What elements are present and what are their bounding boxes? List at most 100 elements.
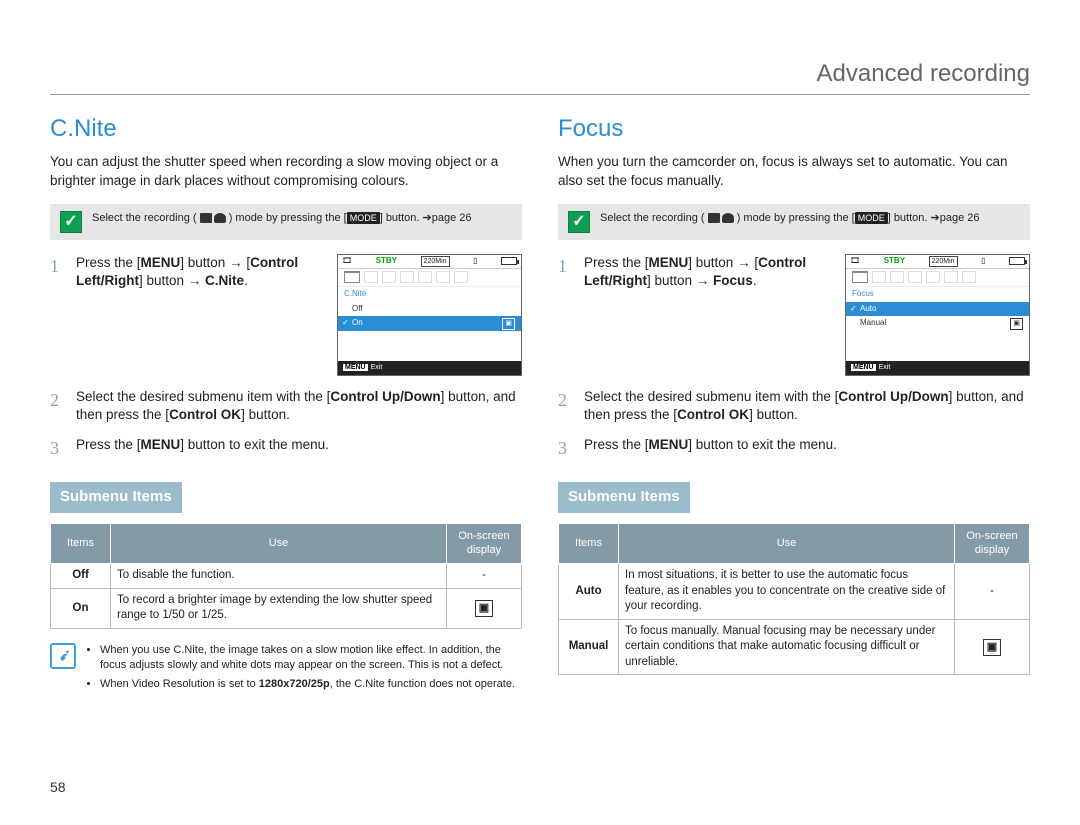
tip-item: When you use C.Nite, the image takes on … (100, 643, 522, 673)
lcd-preview: 🎞 STBY 220Min ▯ Focus AutoManual▣ MENUEx… (845, 254, 1030, 376)
step-row: 2 Select the desired submenu item with t… (50, 388, 522, 424)
lcd-tab-row (338, 269, 521, 287)
step-number: 3 (558, 436, 574, 460)
use-cell: To disable the function. (111, 564, 447, 589)
film-icon: 🎞 (850, 256, 860, 267)
menu-button-chip: MENU (851, 364, 876, 371)
step-number: 2 (50, 388, 66, 424)
step-row: 1 🎞 STBY 220Min ▯ Focus AutoManual▣ MENU… (558, 254, 1030, 376)
table-row: Auto In most situations, it is better to… (559, 564, 1030, 620)
lcd-option: Manual▣ (846, 316, 1029, 331)
osd-icon: ▣ (983, 639, 1001, 656)
lcd-preview: 🎞 STBY 220Min ▯ C.Nite OffOn▣ MENUExit (337, 254, 522, 376)
card-icon: ▯ (473, 256, 477, 267)
left-column: C.Nite You can adjust the shutter speed … (50, 113, 522, 695)
lcd-tab-row (846, 269, 1029, 287)
item-cell: Auto (559, 564, 619, 620)
step-body: Select the desired submenu item with the… (584, 388, 1030, 424)
focus-steps: 1 🎞 STBY 220Min ▯ Focus AutoManual▣ MENU… (558, 254, 1030, 461)
osd-cell: - (447, 564, 522, 589)
film-icon: 🎞 (342, 256, 352, 267)
info-icon: 𝓲 (50, 643, 76, 669)
submenu-items-heading: Submenu Items (558, 482, 690, 512)
check-icon: ✓ (568, 211, 590, 233)
cnite-precondition-note: ✓ Select the recording ( ) mode by press… (50, 204, 522, 240)
use-cell: To focus manually. Manual focusing may b… (619, 619, 955, 675)
table-row: On To record a brighter image by extendi… (51, 588, 522, 628)
osd-cell: ▣ (447, 588, 522, 628)
lcd-option: Auto (846, 302, 1029, 317)
step-number: 2 (558, 388, 574, 424)
step-body: Press the [MENU] button to exit the menu… (584, 436, 1030, 460)
check-icon: ✓ (60, 211, 82, 233)
mode-chip: MODE (347, 212, 380, 224)
time-remaining: 220Min (929, 256, 958, 267)
cnite-title: C.Nite (50, 113, 522, 145)
step-row: 2 Select the desired submenu item with t… (558, 388, 1030, 424)
step-body: 🎞 STBY 220Min ▯ C.Nite OffOn▣ MENUExit P… (76, 254, 522, 376)
step-body: Press the [MENU] button to exit the menu… (76, 436, 522, 460)
note-text: Select the recording ( ) mode by pressin… (600, 211, 1020, 226)
osd-cell: ▣ (955, 619, 1030, 675)
lcd-menu-title: Focus (846, 287, 1029, 302)
cnite-intro: You can adjust the shutter speed when re… (50, 153, 522, 189)
stby-label: STBY (376, 256, 397, 267)
use-cell: To record a brighter image by extending … (111, 588, 447, 628)
right-column: Focus When you turn the camcorder on, fo… (558, 113, 1030, 695)
table-header: On-screen display (955, 523, 1030, 564)
lcd-exit-bar: MENUExit (338, 361, 521, 374)
mode-video-photo-icon (708, 213, 734, 223)
two-column-layout: C.Nite You can adjust the shutter speed … (50, 113, 1030, 695)
table-row: Manual To focus manually. Manual focusin… (559, 619, 1030, 675)
table-header: Items (559, 523, 619, 564)
table-header: Items (51, 523, 111, 564)
submenu-items-heading: Submenu Items (50, 482, 182, 512)
lcd-option: Off (338, 302, 521, 317)
cnite-submenu-table: ItemsUseOn-screen display Off To disable… (50, 523, 522, 629)
item-cell: Manual (559, 619, 619, 675)
table-row: Off To disable the function. - (51, 564, 522, 589)
osd-cell: - (955, 564, 1030, 620)
option-osd-icon: ▣ (502, 318, 515, 329)
step-number: 3 (50, 436, 66, 460)
step-row: 3 Press the [MENU] button to exit the me… (558, 436, 1030, 460)
step-number: 1 (50, 254, 66, 376)
tips-list: When you use C.Nite, the image takes on … (86, 643, 522, 696)
card-icon: ▯ (981, 256, 985, 267)
page-header: Advanced recording (50, 60, 1030, 95)
focus-intro: When you turn the camcorder on, focus is… (558, 153, 1030, 189)
step-row: 3 Press the [MENU] button to exit the me… (50, 436, 522, 460)
battery-icon (501, 257, 517, 265)
lcd-active-tab-icon (344, 271, 360, 283)
mode-video-photo-icon (200, 213, 226, 223)
menu-button-chip: MENU (343, 364, 368, 371)
item-cell: Off (51, 564, 111, 589)
lcd-exit-bar: MENUExit (846, 361, 1029, 374)
lcd-option: On▣ (338, 316, 521, 331)
focus-title: Focus (558, 113, 1030, 145)
time-remaining: 220Min (421, 256, 450, 267)
item-cell: On (51, 588, 111, 628)
use-cell: In most situations, it is better to use … (619, 564, 955, 620)
option-osd-icon: ▣ (1010, 318, 1023, 329)
battery-icon (1009, 257, 1025, 265)
step-body: 🎞 STBY 220Min ▯ Focus AutoManual▣ MENUEx… (584, 254, 1030, 376)
table-header: On-screen display (447, 523, 522, 564)
lcd-active-tab-icon (852, 271, 868, 283)
mode-chip: MODE (855, 212, 888, 224)
step-row: 1 🎞 STBY 220Min ▯ C.Nite OffOn▣ MENUExit… (50, 254, 522, 376)
focus-precondition-note: ✓ Select the recording ( ) mode by press… (558, 204, 1030, 240)
cnite-steps: 1 🎞 STBY 220Min ▯ C.Nite OffOn▣ MENUExit… (50, 254, 522, 461)
stby-label: STBY (884, 256, 905, 267)
page-number: 58 (50, 779, 66, 795)
focus-submenu-table: ItemsUseOn-screen display Auto In most s… (558, 523, 1030, 676)
note-text: Select the recording ( ) mode by pressin… (92, 211, 512, 226)
step-number: 1 (558, 254, 574, 376)
osd-icon: ▣ (475, 600, 493, 617)
step-body: Select the desired submenu item with the… (76, 388, 522, 424)
tip-item: When Video Resolution is set to 1280x720… (100, 677, 522, 692)
lcd-menu-title: C.Nite (338, 287, 521, 302)
cnite-tips: 𝓲 When you use C.Nite, the image takes o… (50, 643, 522, 696)
table-header: Use (619, 523, 955, 564)
table-header: Use (111, 523, 447, 564)
